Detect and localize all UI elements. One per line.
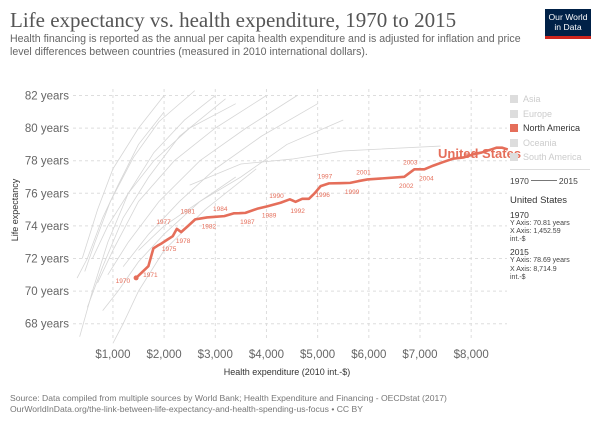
info-end-year: 2015 bbox=[510, 247, 529, 258]
year-label: 1984 bbox=[213, 206, 228, 213]
y-tick-label: 80 years bbox=[25, 123, 69, 135]
us-start-point[interactable] bbox=[133, 275, 139, 281]
info-country: United States bbox=[510, 194, 568, 206]
source-url[interactable]: OurWorldInData.org/the-link-between-life… bbox=[10, 404, 363, 414]
year-label: 1989 bbox=[262, 212, 277, 219]
other-country-line[interactable] bbox=[138, 119, 344, 251]
info-end-x: X Axis: 8,714.9 bbox=[510, 265, 557, 273]
legend-swatch bbox=[510, 124, 518, 133]
us-series-label[interactable]: United States bbox=[438, 146, 521, 161]
year-label: 1997 bbox=[318, 173, 333, 180]
chart-title: Life expectancy vs. health expenditure, … bbox=[10, 8, 457, 32]
footer: Source: Data compiled from multiple sour… bbox=[10, 393, 447, 415]
legend-item-north-america[interactable]: North America bbox=[510, 121, 600, 136]
year-label: 1996 bbox=[315, 192, 330, 199]
legend-divider bbox=[510, 168, 590, 170]
other-country-line[interactable] bbox=[122, 103, 318, 267]
legend-label: Europe bbox=[523, 108, 553, 119]
y-tick-label: 68 years bbox=[25, 319, 69, 331]
x-tick-label: $4,000 bbox=[249, 349, 284, 361]
y-axis-label: Life expectancy bbox=[10, 178, 20, 241]
other-country-line[interactable] bbox=[102, 176, 236, 311]
united-states-line bbox=[133, 146, 509, 281]
x-tick-label: $7,000 bbox=[402, 349, 437, 361]
x-axis-label: Health expenditure (2010 int.-$) bbox=[224, 367, 351, 377]
info-end-y: Y Axis: 78.69 years bbox=[510, 257, 570, 265]
other-country-line[interactable] bbox=[92, 103, 236, 259]
us-line[interactable] bbox=[135, 146, 509, 279]
legend: Asia Europe North America Oceania South … bbox=[510, 92, 600, 282]
year-label: 1981 bbox=[180, 208, 195, 215]
x-tick-label: $2,000 bbox=[147, 349, 182, 361]
year-label: 2003 bbox=[403, 159, 418, 166]
legend-swatch bbox=[510, 153, 518, 162]
grid: 68 years 70 years 72 years 74 years 76 years… bbox=[25, 89, 507, 361]
other-country-line[interactable] bbox=[112, 168, 257, 344]
year-label: 1978 bbox=[176, 238, 191, 245]
legend-item-oceania[interactable]: Oceania bbox=[510, 136, 600, 151]
legend-item-europe[interactable]: Europe bbox=[510, 107, 600, 122]
year-label: 1999 bbox=[345, 189, 360, 196]
year-label: 1977 bbox=[156, 219, 171, 226]
year-label: 1982 bbox=[202, 223, 217, 230]
info-start-y: Y Axis: 70.81 years bbox=[510, 219, 570, 227]
legend-label: North America bbox=[523, 123, 581, 134]
x-tick-label: $5,000 bbox=[300, 349, 335, 361]
year-label: 1992 bbox=[290, 208, 305, 215]
legend-label: Oceania bbox=[523, 137, 557, 148]
y-tick-label: 78 years bbox=[25, 156, 69, 168]
legend-label: Asia bbox=[523, 94, 541, 105]
timeline-arrow-icon bbox=[530, 180, 557, 181]
year-labels: 1970 1971 1975 1977 1978 1981 1982 1984 1987 1989… bbox=[116, 159, 434, 285]
year-label: 2001 bbox=[356, 169, 371, 176]
year-label: 2004 bbox=[419, 175, 434, 182]
y-tick-label: 82 years bbox=[25, 91, 69, 103]
other-country-line[interactable] bbox=[189, 145, 441, 186]
other-countries-lines bbox=[76, 90, 441, 344]
y-tick-label: 76 years bbox=[25, 188, 69, 200]
timeline-start: 1970 bbox=[510, 175, 529, 186]
x-tick-label: $8,000 bbox=[454, 349, 489, 361]
y-tick-label: 70 years bbox=[25, 286, 69, 298]
other-country-line[interactable] bbox=[107, 95, 298, 276]
timeline-legend: 1970 2015 bbox=[510, 176, 600, 186]
info-start-year: 1970 bbox=[510, 209, 529, 220]
other-country-line[interactable] bbox=[81, 95, 165, 259]
year-label: 1987 bbox=[240, 219, 255, 226]
info-start-unit: int.-$ bbox=[510, 236, 526, 244]
info-end-unit: int.-$ bbox=[510, 273, 526, 281]
source-note: Source: Data compiled from multiple sour… bbox=[10, 393, 447, 403]
x-tick-label: $6,000 bbox=[351, 349, 386, 361]
legend-swatch bbox=[510, 138, 518, 147]
legend-label: South America bbox=[523, 152, 582, 163]
legend-swatch bbox=[510, 95, 518, 104]
country-info: United States 1970 Y Axis: 70.81 years X… bbox=[510, 195, 600, 283]
year-label: 1971 bbox=[143, 272, 158, 279]
timeline-end: 2015 bbox=[558, 175, 578, 186]
info-start-x: X Axis: 1,452.59 bbox=[510, 227, 561, 235]
x-tick-label: $3,000 bbox=[198, 349, 233, 361]
year-label: 1975 bbox=[162, 246, 177, 253]
legend-item-asia[interactable]: Asia bbox=[510, 92, 600, 107]
x-tick-label: $1,000 bbox=[95, 349, 130, 361]
year-label: 1970 bbox=[116, 278, 131, 285]
y-tick-label: 72 years bbox=[25, 254, 69, 266]
other-country-line[interactable] bbox=[84, 90, 196, 272]
legend-item-south-america[interactable]: South America bbox=[510, 150, 600, 165]
year-label: 1990 bbox=[269, 193, 284, 200]
legend-swatch bbox=[510, 109, 518, 118]
chart-subtitle: Health financing is reported as the annu… bbox=[10, 33, 521, 58]
y-tick-label: 74 years bbox=[25, 221, 69, 233]
year-label: 2002 bbox=[399, 183, 414, 190]
owid-logo[interactable]: Our World in Data bbox=[545, 9, 591, 39]
other-country-line[interactable] bbox=[97, 95, 267, 284]
